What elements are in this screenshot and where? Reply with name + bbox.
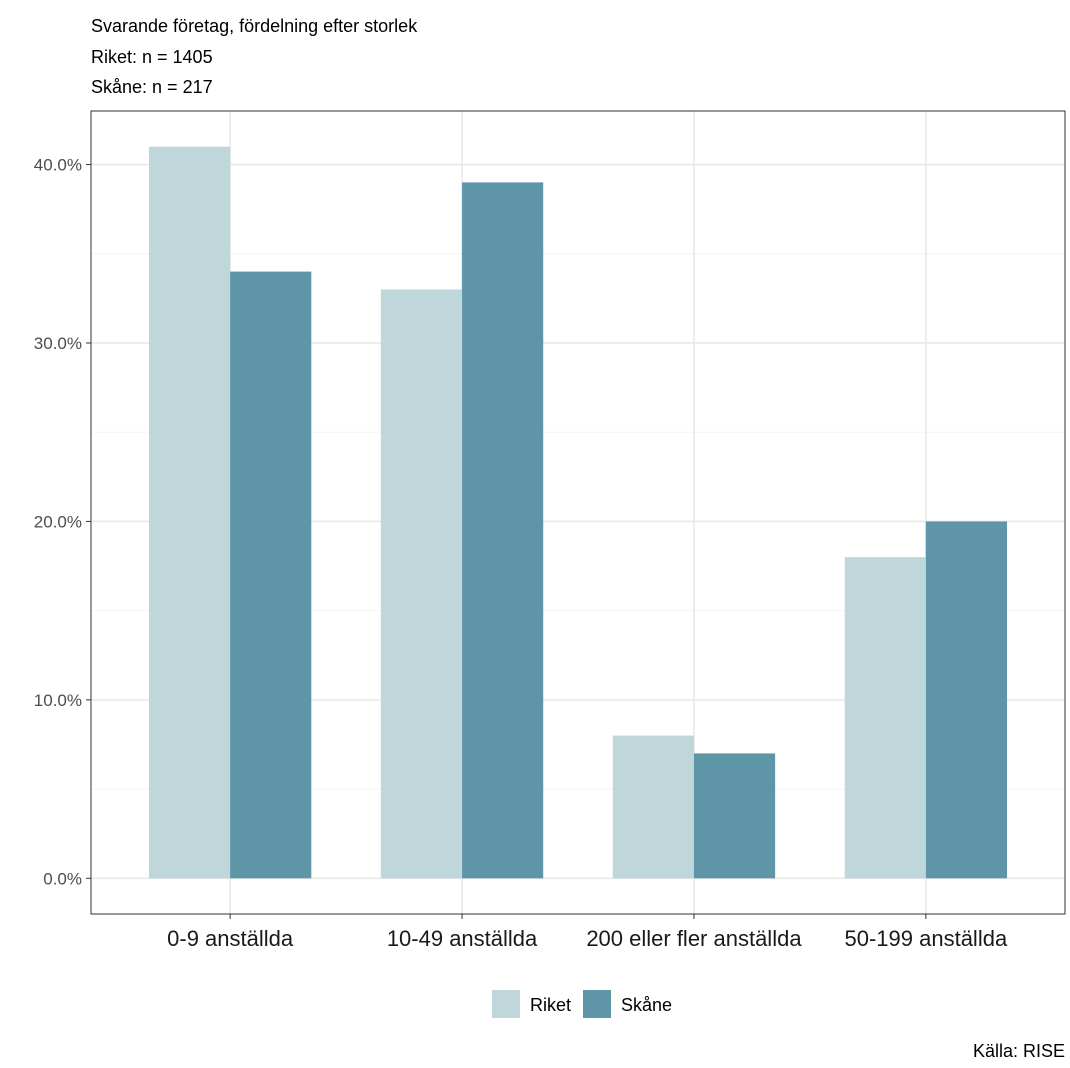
bar-riket-2 [380,289,463,879]
y-tick-label: 10.0% [34,691,82,710]
bar-skane-3 [693,753,776,879]
chart-subtitle-skane: Skåne: n = 217 [91,77,213,97]
bar-riket-1 [148,146,231,879]
bar-skane-2 [462,182,544,879]
y-axis: 0.0% 10.0% 20.0% 30.0% 40.0% [34,156,91,888]
plot-area [90,110,1066,915]
panel-border [90,110,1066,915]
x-tick-label: 10-49 anställda [387,926,538,951]
y-tick-label: 40.0% [34,156,82,175]
bars [148,146,1008,879]
legend-key-riket [492,990,520,1018]
bar-riket-4 [844,557,926,879]
bar-riket-3 [612,735,694,879]
legend-label-riket: Riket [530,995,571,1015]
x-tick-label: 200 eller fler anställda [586,926,802,951]
legend-label-skane: Skåne [621,995,672,1015]
source-caption: Källa: RISE [973,1041,1065,1061]
bar-skane-4 [925,521,1008,879]
x-axis: 0-9 anställda 10-49 anställda 200 eller fl… [167,914,1008,951]
x-tick-label: 50-199 anställda [845,926,1008,951]
legend: Riket Skåne [492,990,672,1018]
chart-subtitle-riket: Riket: n = 1405 [91,47,213,67]
y-tick-label: 0.0% [43,869,82,888]
bar-skane-1 [230,271,312,879]
chart-title: Svarande företag, fördelning efter storl… [91,16,418,36]
y-tick-label: 30.0% [34,334,82,353]
x-tick-label: 0-9 anställda [167,926,294,951]
legend-key-skane [583,990,611,1018]
y-tick-label: 20.0% [34,512,82,531]
